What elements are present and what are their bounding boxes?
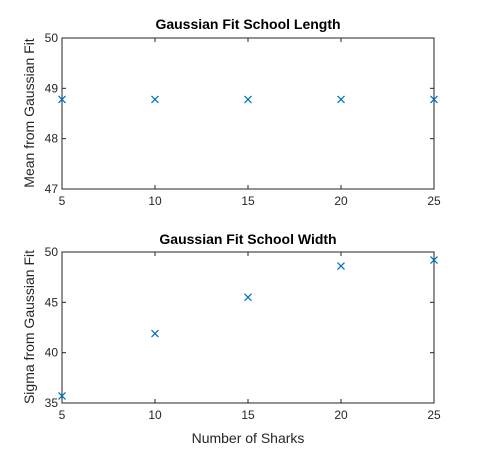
x-tick-label: 5 bbox=[59, 194, 66, 208]
y-tick-label: 49 bbox=[45, 81, 59, 95]
y-tick-label: 48 bbox=[45, 132, 59, 146]
data-point bbox=[337, 95, 345, 104]
x-tick-label: 25 bbox=[427, 194, 441, 208]
plot-area bbox=[61, 251, 435, 404]
x-tick-label: 20 bbox=[334, 194, 348, 208]
data-point bbox=[430, 95, 438, 104]
y-tick-label: 50 bbox=[45, 31, 59, 45]
data-point bbox=[244, 293, 252, 302]
subplot-school-length: Gaussian Fit School Length 5 10 15 20 25 474… bbox=[21, 16, 441, 208]
y-tick-label: 40 bbox=[45, 346, 59, 360]
x-tick-label: 20 bbox=[334, 408, 348, 422]
y-axis: 35 40 45 50 bbox=[45, 245, 434, 410]
chart-title: Gaussian Fit School Width bbox=[159, 231, 336, 247]
data-point bbox=[58, 95, 66, 104]
x-tick-label: 5 bbox=[59, 408, 66, 422]
y-axis-label: Mean from Gaussian Fit bbox=[21, 38, 37, 187]
data-point bbox=[58, 392, 66, 400]
data-series bbox=[58, 256, 438, 400]
data-point bbox=[244, 95, 252, 104]
x-axis-label: Number of Sharks bbox=[192, 430, 305, 446]
x-tick-label: 15 bbox=[241, 194, 255, 208]
x-tick-label: 25 bbox=[427, 408, 441, 422]
plot-area bbox=[61, 37, 435, 190]
chart-title: Gaussian Fit School Length bbox=[155, 16, 340, 32]
x-axis: 5 10 15 20 25 bbox=[59, 252, 441, 422]
y-tick-label: 50 bbox=[45, 245, 59, 259]
data-point bbox=[430, 256, 438, 264]
x-tick-label: 10 bbox=[148, 408, 162, 422]
subplot-school-width: Gaussian Fit School Width 5 10 15 20 25 35 40… bbox=[21, 231, 441, 446]
data-point bbox=[337, 262, 345, 271]
y-axis-label: Sigma from Gaussian Fit bbox=[21, 250, 37, 404]
data-series bbox=[58, 95, 438, 104]
x-tick-label: 10 bbox=[148, 194, 162, 208]
y-tick-label: 35 bbox=[45, 396, 59, 410]
x-tick-label: 15 bbox=[241, 408, 255, 422]
y-axis: 47 48 49 50 bbox=[45, 31, 434, 196]
data-point bbox=[151, 329, 159, 338]
data-point bbox=[151, 95, 159, 104]
y-tick-label: 45 bbox=[45, 295, 59, 309]
y-tick-label: 47 bbox=[45, 182, 59, 196]
x-axis: 5 10 15 20 25 bbox=[59, 38, 441, 208]
